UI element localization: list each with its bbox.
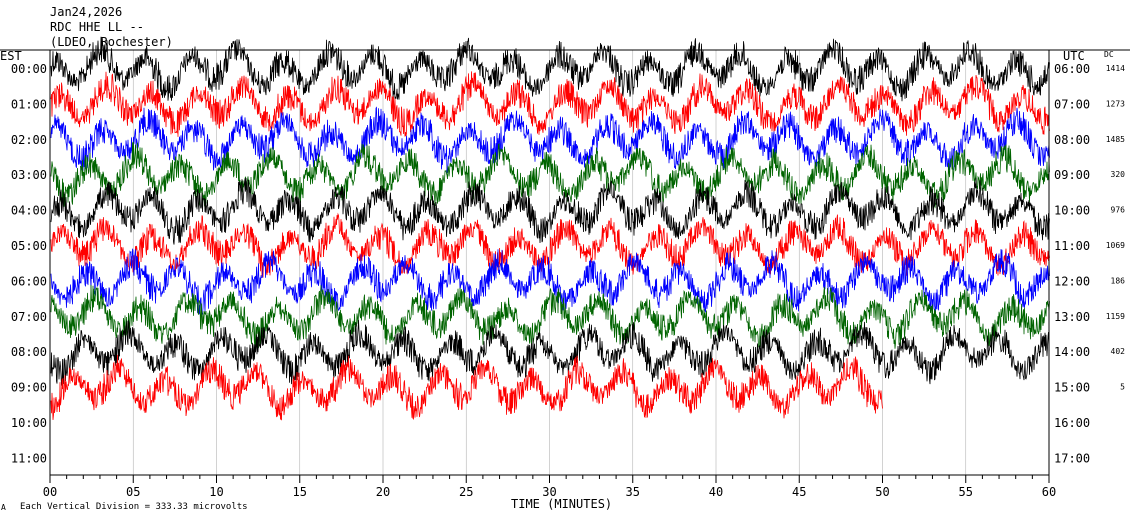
header-date: Jan24,2026	[50, 5, 122, 19]
est-label-0300: 03:00	[11, 168, 47, 182]
header-station: RDC HHE LL --	[50, 20, 144, 34]
trace-0300	[50, 141, 1050, 209]
utc-label-1200: 12:00	[1054, 274, 1090, 288]
utc-label-0800: 08:00	[1054, 133, 1090, 147]
trace-0800	[50, 319, 1050, 386]
x-tick-label-25: 25	[459, 485, 473, 499]
x-tick-label-45: 45	[792, 485, 806, 499]
utc-axis-title: UTC	[1063, 49, 1085, 63]
dc-value-2: 1485	[1106, 135, 1125, 144]
est-label-0400: 04:00	[11, 204, 47, 218]
dc-value-5: 1069	[1106, 241, 1125, 250]
dc-value-0: 1414	[1106, 64, 1125, 73]
x-tick-label-50: 50	[875, 485, 889, 499]
x-tick-label-55: 55	[959, 485, 973, 499]
est-label-0100: 01:00	[11, 97, 47, 111]
est-label-0500: 05:00	[11, 239, 47, 253]
x-axis-title: TIME (MINUTES)	[511, 497, 612, 511]
dc-value-8: 402	[1111, 347, 1126, 356]
est-axis-title: EST	[0, 49, 22, 63]
est-label-0600: 06:00	[11, 274, 47, 288]
trace-0100	[50, 71, 1050, 137]
vertical-division-note: Each Vertical Division = 333.33 microvol…	[20, 502, 248, 512]
dc-value-9: 5	[1120, 383, 1125, 392]
trace-0000	[50, 36, 1050, 102]
x-axis-tick-labels: 00 05 10 15 20 25 30 35 40 45 50 55 60	[43, 485, 1056, 499]
x-tick-label-00: 00	[43, 485, 57, 499]
utc-label-0900: 09:00	[1054, 168, 1090, 182]
utc-label-0600: 06:00	[1054, 62, 1090, 76]
trace-0200	[50, 106, 1050, 174]
footer-mark: A	[1, 503, 6, 512]
est-label-1100: 11:00	[11, 451, 47, 465]
trace-0900	[50, 354, 883, 421]
dc-value-4: 976	[1111, 206, 1126, 215]
x-tick-label-05: 05	[126, 485, 140, 499]
est-label-0200: 02:00	[11, 133, 47, 147]
utc-label-1100: 11:00	[1054, 239, 1090, 253]
trace-0500	[50, 212, 1050, 278]
dc-value-7: 1159	[1106, 312, 1125, 321]
utc-hour-labels: 06:00 07:00 08:00 09:00 10:00 11:00 12:00 13:00…	[1054, 62, 1090, 465]
trace-0400	[50, 177, 1050, 245]
x-tick-label-10: 10	[209, 485, 223, 499]
header-network: (LDEO, Rochester)	[50, 35, 173, 49]
est-label-0800: 08:00	[11, 345, 47, 359]
seismic-traces	[50, 36, 1050, 421]
dc-value-1: 1273	[1106, 99, 1125, 108]
x-tick-label-30: 30	[542, 485, 556, 499]
est-label-0000: 00:00	[11, 62, 47, 76]
x-tick-label-35: 35	[626, 485, 640, 499]
dc-column-title: DC	[1104, 50, 1114, 59]
utc-label-1300: 13:00	[1054, 310, 1090, 324]
est-label-0700: 07:00	[11, 310, 47, 324]
x-tick-label-40: 40	[709, 485, 723, 499]
utc-label-1600: 16:00	[1054, 416, 1090, 430]
est-hour-labels: 00:00 01:00 02:00 03:00 04:00 05:00 06:00 07:00…	[11, 62, 47, 465]
trace-0700	[50, 284, 1050, 350]
utc-label-1500: 15:00	[1054, 381, 1090, 395]
utc-label-1000: 10:00	[1054, 204, 1090, 218]
utc-label-0700: 07:00	[1054, 97, 1090, 111]
x-tick-label-15: 15	[293, 485, 307, 499]
utc-label-1700: 17:00	[1054, 451, 1090, 465]
x-tick-label-20: 20	[376, 485, 390, 499]
dc-offset-labels: 1414 1273 1485 320 976 1069 186 1159 402 5	[1106, 64, 1125, 392]
utc-label-1400: 14:00	[1054, 345, 1090, 359]
x-tick-label-60: 60	[1042, 485, 1056, 499]
est-label-1000: 10:00	[11, 416, 47, 430]
x-axis-ticks	[49, 475, 1050, 483]
dc-value-6: 186	[1111, 276, 1126, 285]
est-label-0900: 09:00	[11, 381, 47, 395]
trace-0600	[50, 248, 1050, 316]
dc-value-3: 320	[1111, 170, 1126, 179]
